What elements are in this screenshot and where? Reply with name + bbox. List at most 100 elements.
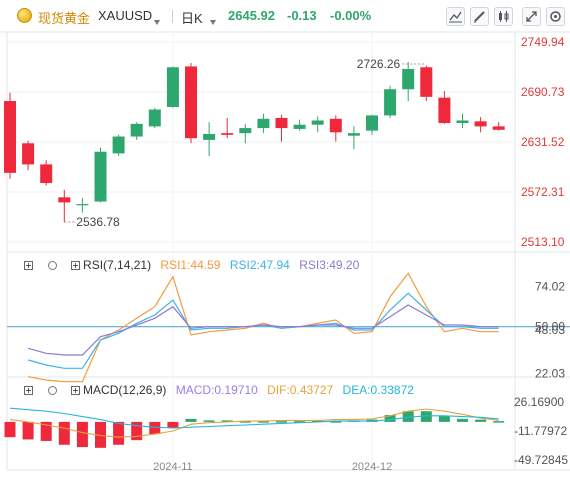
macd-histogram-bar (95, 421, 106, 448)
candle-body (166, 67, 179, 107)
candle-body (438, 97, 451, 124)
macd-collapse-icon[interactable] (70, 386, 80, 395)
macd-histogram-bar (167, 421, 179, 428)
fullscreen-button[interactable] (522, 7, 541, 26)
rsi2-value: RSI2:47.94 (229, 258, 290, 272)
macd-histogram-bar (438, 415, 450, 422)
expand-icon (526, 11, 537, 22)
macd-histogram-bar (257, 421, 269, 423)
rsi-line-rsi1 (27, 272, 499, 383)
symbol-dropdown-icon[interactable] (154, 13, 160, 28)
candle-body (22, 143, 35, 165)
rsi3-value: RSI3:49.20 (299, 258, 360, 272)
macd-histogram-bar (384, 415, 396, 422)
macd-tick-label: 26.16900 (514, 395, 564, 409)
candle-body (347, 133, 360, 136)
candle-body (474, 121, 487, 127)
candle-body (456, 120, 469, 124)
candle-icon (499, 11, 509, 22)
macd-histogram-bar (131, 421, 143, 441)
rsi-tick-label: 22.03 (535, 366, 565, 380)
candle-body (420, 67, 433, 97)
rsi-collapse-icon[interactable] (70, 261, 80, 270)
macd-histogram-bar (221, 420, 233, 422)
macd-histogram-bar (203, 420, 215, 422)
rsi-settings-icon[interactable] (48, 261, 58, 270)
macd-histogram-bar (475, 419, 487, 422)
macd-histogram-bar (22, 421, 34, 440)
draw-tool-button[interactable] (470, 7, 489, 26)
candle-body (311, 120, 324, 125)
macd-histogram-bar (276, 421, 287, 423)
candle-body (76, 204, 89, 206)
macd-histogram-bar (294, 421, 306, 423)
period-dropdown-icon[interactable] (210, 13, 216, 28)
candle-body (4, 101, 16, 173)
rsi-toggle-icon[interactable] (24, 261, 33, 270)
macd-toggle-icon[interactable] (24, 386, 33, 395)
candle-body (185, 66, 197, 139)
macd-histogram-bar (330, 421, 342, 423)
macd-histogram-bar (312, 420, 324, 422)
macd-line-dif (9, 408, 499, 438)
rsi-line-rsi3 (27, 304, 499, 356)
candle-body (239, 128, 252, 134)
candle-body (384, 89, 397, 116)
candle-body (366, 115, 378, 131)
rsi-params[interactable]: RSI(7,14,21) (83, 258, 152, 272)
macd-histogram-bar (239, 421, 251, 423)
price-tick-label: 2572.31 (521, 185, 565, 199)
macd-histogram-bar (113, 421, 125, 445)
rsi-tick-label: 74.02 (535, 280, 565, 294)
line-chart-icon (449, 11, 462, 23)
candle-body (402, 68, 415, 90)
dea-value: DEA:0.33872 (342, 383, 414, 397)
time-tick-label: 2024-12 (352, 461, 392, 473)
chart-type-button[interactable] (446, 7, 465, 26)
low-price-label: 2536.78 (76, 215, 120, 229)
macd-histogram-bar (76, 421, 88, 448)
instrument-symbol[interactable]: XAUUSD (98, 8, 153, 23)
macd-params[interactable]: MACD(12,26,9) (83, 383, 167, 397)
candle-body (148, 109, 161, 127)
macd-histogram-bar (185, 418, 197, 422)
dif-value: DIF:0.43727 (267, 383, 334, 397)
macd-panel (4, 407, 505, 448)
last-price: 2645.92 (228, 8, 275, 23)
price-tick-label: 2513.10 (521, 235, 565, 249)
candle-body (329, 118, 342, 133)
candle-body (40, 164, 53, 183)
rsi-tick-label: 50.00 (535, 320, 565, 334)
rsi-legend: RSI(7,14,21) RSI1:44.59 RSI2:47.94 RSI3:… (24, 258, 359, 272)
macd-histogram-bar (420, 411, 432, 422)
macd-value: MACD:0.19710 (175, 383, 258, 397)
indicator-button[interactable] (494, 7, 513, 26)
macd-histogram-bar (402, 411, 414, 422)
settings-button[interactable] (546, 7, 565, 26)
price-tick-label: 2631.52 (521, 135, 565, 149)
macd-histogram-bar (457, 418, 468, 422)
price-tick-label: 2690.73 (521, 85, 565, 99)
candle-body (130, 123, 143, 137)
candle-body (112, 136, 125, 154)
candle-body (221, 133, 234, 135)
macd-histogram-bar (149, 421, 161, 435)
candle-body (203, 133, 216, 140)
instrument-name[interactable]: 现货黄金 (38, 11, 91, 26)
price-change: -0.13 (287, 8, 317, 23)
high-price-label: 2726.26 (357, 57, 401, 71)
macd-histogram-bar (4, 421, 16, 438)
period-selector[interactable]: 日K (181, 11, 203, 26)
pencil-icon (474, 11, 485, 23)
macd-histogram-bar (58, 421, 70, 445)
macd-line-dea (9, 407, 499, 429)
macd-tick-label: -49.72845 (514, 453, 568, 467)
chart-grid (0, 31, 570, 471)
macd-legend: MACD(12,26,9) MACD:0.19710 DIF:0.43727 D… (24, 383, 414, 397)
candle-body (257, 118, 270, 129)
macd-histogram-bar (40, 421, 52, 441)
macd-tick-label: -11.77972 (514, 424, 567, 438)
axis-labels: 2749.94 2690.73 2631.52 2572.31 2513.10 2024-… (153, 35, 568, 473)
macd-settings-icon[interactable] (48, 386, 58, 395)
